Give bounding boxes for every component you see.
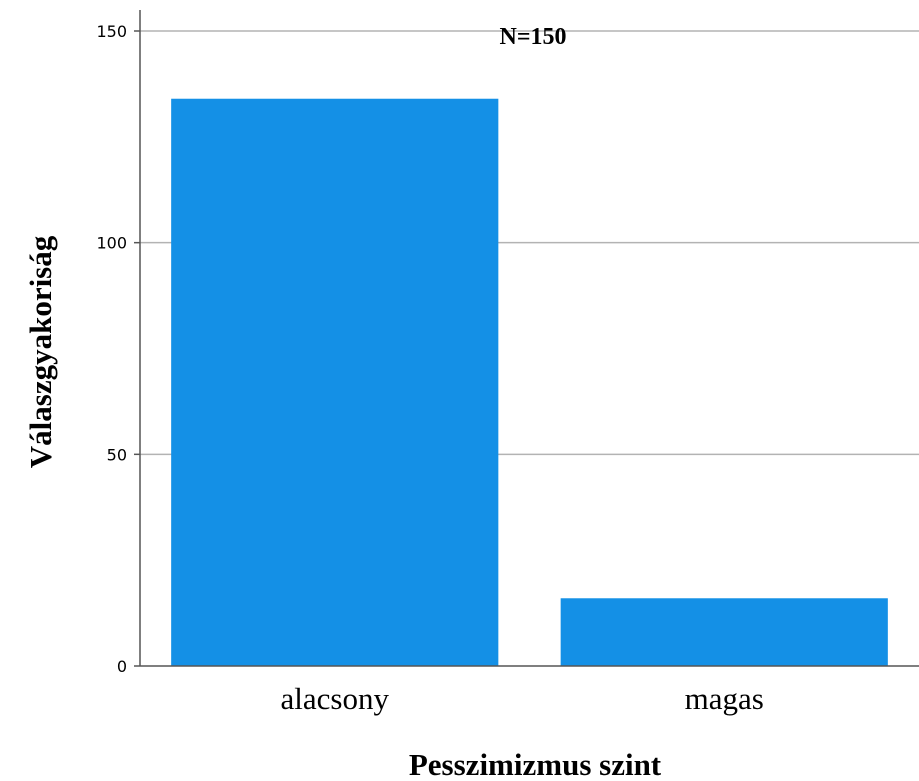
x-axis-title: Pesszimizmus szint — [409, 747, 662, 781]
bar-alacsony — [171, 98, 499, 666]
y-tick-label: 100 — [96, 234, 127, 253]
y-tick-label: 150 — [96, 22, 127, 41]
bar-magas — [560, 598, 888, 666]
x-category-labels: alacsony magas — [281, 681, 764, 716]
y-tick-label: 50 — [107, 445, 127, 464]
y-tick-labels: 0 50 100 150 — [96, 22, 140, 676]
x-category-label: alacsony — [281, 681, 390, 716]
bars — [171, 98, 888, 666]
y-axis-title: Válaszgyakoriság — [23, 235, 58, 468]
sample-size-annotation: N=150 — [499, 24, 566, 50]
x-category-label: magas — [685, 681, 764, 716]
y-tick-label: 0 — [117, 657, 127, 676]
